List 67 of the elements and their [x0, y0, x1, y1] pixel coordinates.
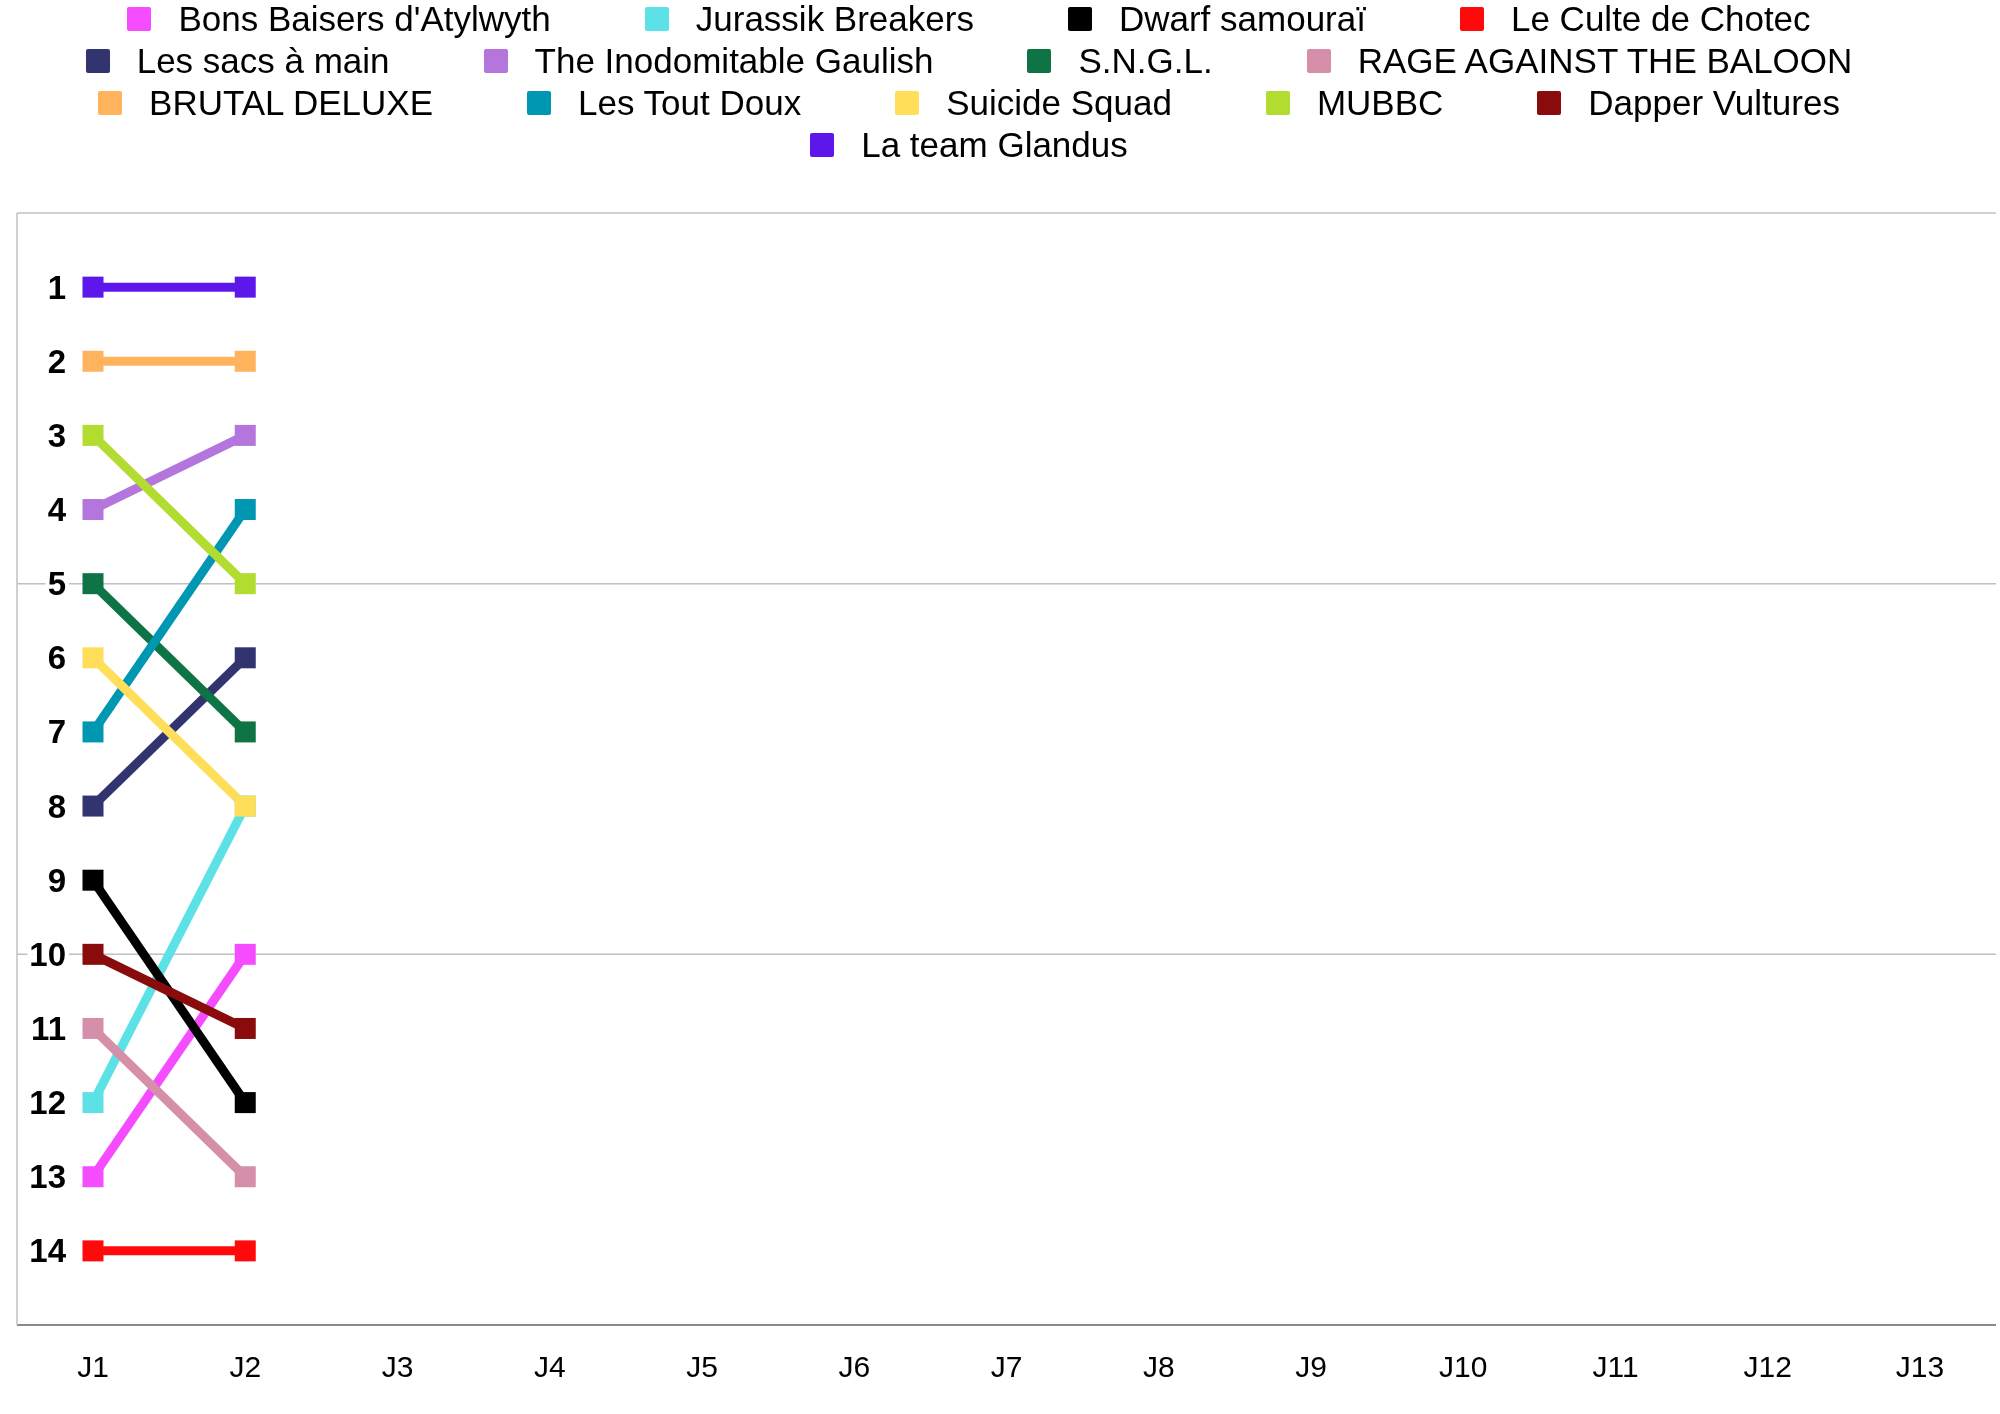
legend-label: Les sacs à main [136, 40, 390, 82]
x-tick-label: J2 [229, 1349, 262, 1383]
legend-label: Dapper Vultures [1588, 82, 1840, 124]
legend-label: Bons Baisers d'Atylwyth [178, 0, 551, 40]
point [82, 424, 104, 446]
legend-label: The Inodomitable Gaulish [534, 40, 934, 82]
x-tick-label: J5 [686, 1349, 718, 1383]
y-tick-label: 3 [47, 416, 66, 454]
y-tick-label: 5 [47, 565, 66, 603]
legend-label: La team Glandus [861, 124, 1128, 166]
x-tick-label: J11 [1592, 1349, 1639, 1383]
legend-label: S.N.G.L. [1078, 40, 1213, 82]
y-tick-label: 13 [29, 1158, 66, 1196]
legend-label: Dwarf samouraï [1118, 0, 1366, 40]
point [234, 573, 256, 595]
legend-label: RAGE AGAINST THE BALOON [1357, 40, 1853, 82]
x-tick-label: J10 [1439, 1349, 1488, 1383]
point [82, 573, 104, 595]
x-tick-label: J13 [1895, 1349, 1945, 1383]
y-tick-label: 11 [31, 1009, 66, 1047]
point [234, 1166, 256, 1188]
legend-label: MUBBC [1316, 82, 1444, 124]
x-tick-label: J6 [838, 1349, 871, 1383]
y-tick-label: 9 [47, 861, 66, 899]
point [82, 1092, 104, 1114]
y-tick-label: 6 [47, 639, 66, 677]
x-tick-label: J1 [77, 1349, 109, 1383]
point [82, 276, 104, 298]
point [234, 721, 256, 743]
y-tick-label: 1 [47, 268, 66, 306]
point [82, 350, 104, 372]
legend-label: Suicide Squad [946, 82, 1172, 124]
y-tick-label: 8 [47, 787, 66, 825]
point [234, 943, 256, 965]
legend-label: BRUTAL DELUXE [149, 82, 434, 124]
point [82, 1240, 104, 1262]
y-tick-label: 7 [47, 713, 66, 751]
x-tick-label: J9 [1295, 1349, 1327, 1383]
x-tick-label: J4 [533, 1349, 566, 1383]
point [82, 1017, 104, 1039]
legend-label: Les Tout Doux [578, 82, 802, 124]
x-tick-label: J3 [381, 1349, 414, 1383]
y-tick-label: 2 [47, 342, 66, 380]
point [234, 1240, 256, 1262]
x-tick-label: J8 [1142, 1349, 1175, 1383]
point [234, 1017, 256, 1039]
legend-label: Jurassik Breakers [695, 0, 974, 40]
x-tick-label: J12 [1743, 1349, 1792, 1383]
legend-label: Le Culte de Chotec [1510, 0, 1811, 40]
point [234, 499, 256, 521]
point [82, 721, 104, 743]
point [82, 795, 104, 817]
point [234, 350, 256, 372]
point [82, 869, 104, 891]
y-tick-label: 14 [29, 1232, 67, 1270]
point [234, 424, 256, 446]
point [82, 943, 104, 965]
point [82, 499, 104, 521]
point [82, 1166, 104, 1188]
point [234, 276, 256, 298]
x-tick-label: J7 [990, 1349, 1023, 1383]
point [234, 647, 256, 669]
y-tick-label: 12 [29, 1084, 66, 1122]
point [82, 647, 104, 669]
y-tick-label: 10 [29, 935, 66, 973]
point [234, 1092, 256, 1114]
y-tick-label: 4 [47, 491, 67, 529]
